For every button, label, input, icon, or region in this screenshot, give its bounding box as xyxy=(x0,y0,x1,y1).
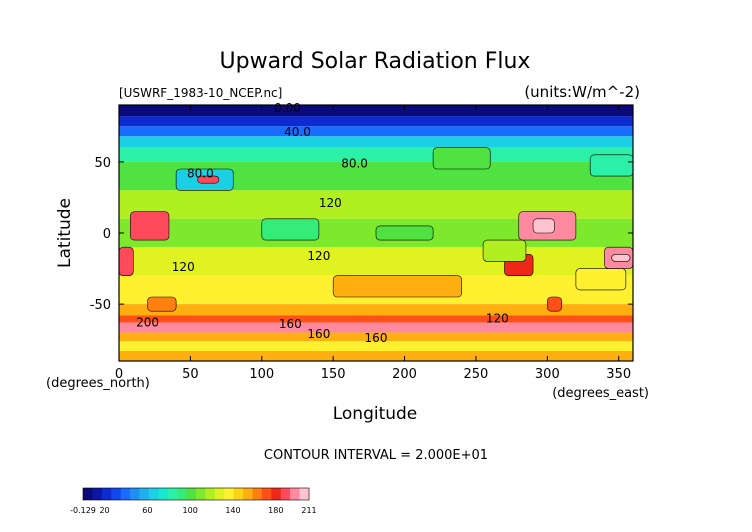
colorbar-swatch xyxy=(205,488,216,500)
colorbar-swatch xyxy=(130,488,140,500)
colorbar-swatch xyxy=(139,488,150,500)
y-tick-label: 50 xyxy=(94,156,111,171)
contour-label: 120 xyxy=(486,311,509,325)
colorbar-swatch xyxy=(299,488,310,500)
colorbar-labels: -0.129 211 20 60 100 140 180 xyxy=(70,506,317,515)
colorbar-swatch xyxy=(111,488,122,500)
colorbar-swatch xyxy=(101,488,112,500)
heatmap-patch xyxy=(611,254,631,262)
colorbar xyxy=(82,487,310,501)
zonal-band xyxy=(119,126,633,137)
contour-label: 160 xyxy=(365,331,388,345)
contour-label: 120 xyxy=(319,196,342,210)
contour-label: 120 xyxy=(307,249,330,263)
colorbar-swatch xyxy=(196,488,206,500)
colorbar-swatch xyxy=(214,488,225,500)
colorbar-swatch xyxy=(148,488,159,500)
colorbar-swatch xyxy=(177,488,187,500)
x-tick-label: 150 xyxy=(321,367,346,382)
x-axis: 0 50 100 150 200 250 300 350 xyxy=(115,105,631,382)
contour-interval: CONTOUR INTERVAL = 2.000E+01 xyxy=(264,448,488,463)
y-tick-label: -50 xyxy=(90,298,111,313)
colorbar-frame xyxy=(82,487,310,501)
colorbar-tick-label: 60 xyxy=(142,506,152,515)
zonal-band xyxy=(119,136,633,148)
heatmap-patch xyxy=(197,175,220,184)
x-tick-label: 100 xyxy=(249,367,274,382)
zonal-band xyxy=(119,304,633,316)
colorbar-tick-label: 140 xyxy=(225,506,240,515)
heatmap-plot: 0.00 40.0 80.0 80.0 120 120 120 120 160 160 160 200 xyxy=(118,101,634,362)
colorbar-swatch xyxy=(290,488,300,500)
zonal-band xyxy=(119,341,633,352)
zonal-band xyxy=(119,322,633,333)
colorbar-swatch xyxy=(280,488,291,500)
y-unit-label: (degrees_north) xyxy=(46,376,150,391)
chart-title: Upward Solar Radiation Flux xyxy=(220,49,531,74)
colorbar-swatch xyxy=(261,488,272,500)
colorbar-min-label: -0.129 xyxy=(70,506,96,515)
colorbar-tick-label: 100 xyxy=(183,506,198,515)
x-tick-label: 300 xyxy=(535,367,560,382)
zonal-band xyxy=(119,332,633,342)
contour-label: 40.0 xyxy=(284,125,311,139)
x-tick-label: 50 xyxy=(182,367,199,382)
x-tick-label: 350 xyxy=(606,367,631,382)
colorbar-swatch xyxy=(224,488,235,500)
x-tick-label: 250 xyxy=(464,367,489,382)
heatmap-cells xyxy=(118,105,634,361)
contour-label: 160 xyxy=(307,327,330,341)
y-axis-label: Latitude xyxy=(55,198,75,268)
heatmap-patch xyxy=(575,268,627,291)
colorbar-swatch xyxy=(120,488,131,500)
zonal-band xyxy=(119,247,633,276)
heatmap-patch xyxy=(482,239,527,262)
y-tick-label: 0 xyxy=(103,227,111,242)
colorbar-tick-label: 20 xyxy=(99,506,109,515)
units-label: (units:W/m^-2) xyxy=(524,83,640,101)
colorbar-max-label: 211 xyxy=(301,506,316,515)
heatmap-patch xyxy=(547,296,562,312)
zonal-band xyxy=(119,351,633,361)
colorbar-swatch xyxy=(83,488,93,500)
contour-label: 120 xyxy=(172,260,195,274)
colorbar-tick-label: 180 xyxy=(268,506,283,515)
y-axis: 50 0 -50 xyxy=(90,156,633,313)
colorbar-swatch xyxy=(252,488,263,500)
colorbar-swatch xyxy=(233,488,244,500)
heatmap-patch xyxy=(589,154,634,177)
heatmap-patch xyxy=(261,218,320,241)
colorbar-swatch xyxy=(167,488,178,500)
heatmap-patch xyxy=(532,218,555,234)
contour-labels: 0.00 40.0 80.0 80.0 120 120 120 120 160 160 160 200 xyxy=(136,101,509,345)
contour-label: 0.00 xyxy=(274,101,301,115)
x-tick-label: 0 xyxy=(115,367,123,382)
file-label: [USWRF_1983-10_NCEP.nc] xyxy=(119,86,282,100)
heatmap-patch xyxy=(332,275,462,298)
contour-label: 80.0 xyxy=(187,166,214,180)
colorbar-swatch xyxy=(243,488,253,500)
colorbar-swatch xyxy=(92,488,103,500)
contour-label: 80.0 xyxy=(341,156,368,170)
colorbar-swatch xyxy=(186,488,197,500)
zonal-band xyxy=(119,147,633,162)
heatmap-patch xyxy=(118,246,134,276)
contour-label: 200 xyxy=(136,316,159,330)
zonal-band xyxy=(119,116,633,127)
heatmap-patch xyxy=(147,296,177,312)
zonal-band xyxy=(119,315,633,323)
colorbar-swatch xyxy=(158,488,169,500)
contour-label: 160 xyxy=(279,317,302,331)
x-tick-label: 200 xyxy=(392,367,417,382)
colorbar-swatch xyxy=(271,488,282,500)
heatmap-patch xyxy=(375,225,434,241)
heatmap-patch xyxy=(432,147,491,170)
zonal-band xyxy=(119,105,633,117)
x-axis-label: Longitude xyxy=(333,404,418,424)
heatmap-patch xyxy=(130,211,170,241)
x-unit-label: (degrees_east) xyxy=(552,386,649,401)
